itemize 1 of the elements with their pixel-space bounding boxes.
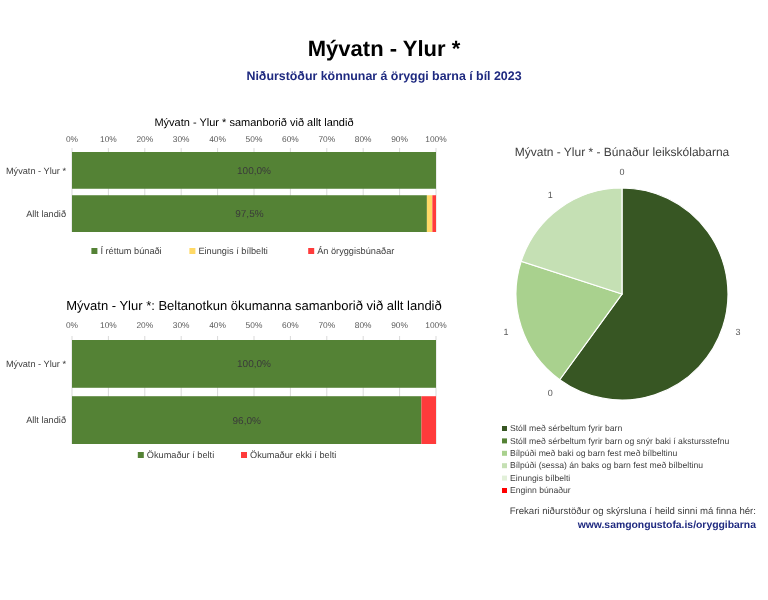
- chart-title: Mývatn - Ylur *: [307, 38, 462, 62]
